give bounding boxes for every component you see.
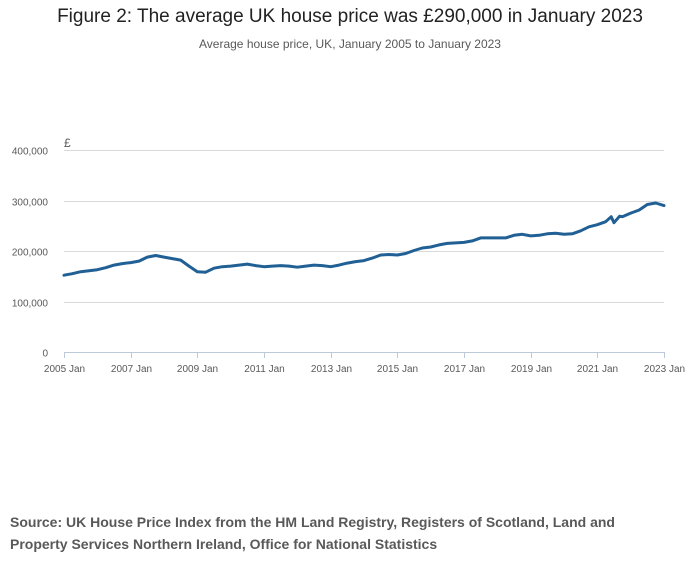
y-axis-label: £ [64, 136, 71, 150]
chart-title: Figure 2: The average UK house price was… [57, 6, 643, 27]
x-tick-label: 2005 Jan [44, 364, 85, 375]
x-tick-label: 2009 Jan [177, 364, 218, 375]
x-tick-label: 2017 Jan [444, 364, 485, 375]
y-tick-label: 100,000 [12, 299, 49, 310]
x-tick-label: 2023 Jan [644, 364, 685, 375]
y-tick-label: 200,000 [12, 248, 49, 259]
line-chart: 0 100,000 200,000 300,000 400,000 £ 2005 Jan… [12, 136, 685, 375]
y-tick-label: 400,000 [12, 147, 49, 158]
x-tick-label: 2011 Jan [244, 364, 284, 375]
gridlines [64, 150, 664, 303]
y-axis-ticks: 0 100,000 200,000 300,000 400,000 [12, 147, 49, 360]
y-tick-label: 0 [42, 349, 48, 360]
series-line-average-house-price [62, 201, 666, 277]
y-tick-label: 300,000 [12, 198, 49, 209]
x-tick-label: 2007 Jan [111, 364, 152, 375]
x-tick-label: 2019 Jan [511, 364, 552, 375]
x-tick-label: 2021 Jan [577, 364, 618, 375]
x-tick-label: 2015 Jan [377, 364, 418, 375]
x-axis-ticks: 2005 Jan 2007 Jan 2009 Jan 2011 Jan 2013 Jan… [44, 352, 685, 375]
chart-subtitle: Average house price, UK, January 2005 to… [199, 37, 501, 51]
x-tick-label: 2013 Jan [311, 364, 352, 375]
source-note: Source: UK House Price Index from the HM… [10, 514, 615, 552]
